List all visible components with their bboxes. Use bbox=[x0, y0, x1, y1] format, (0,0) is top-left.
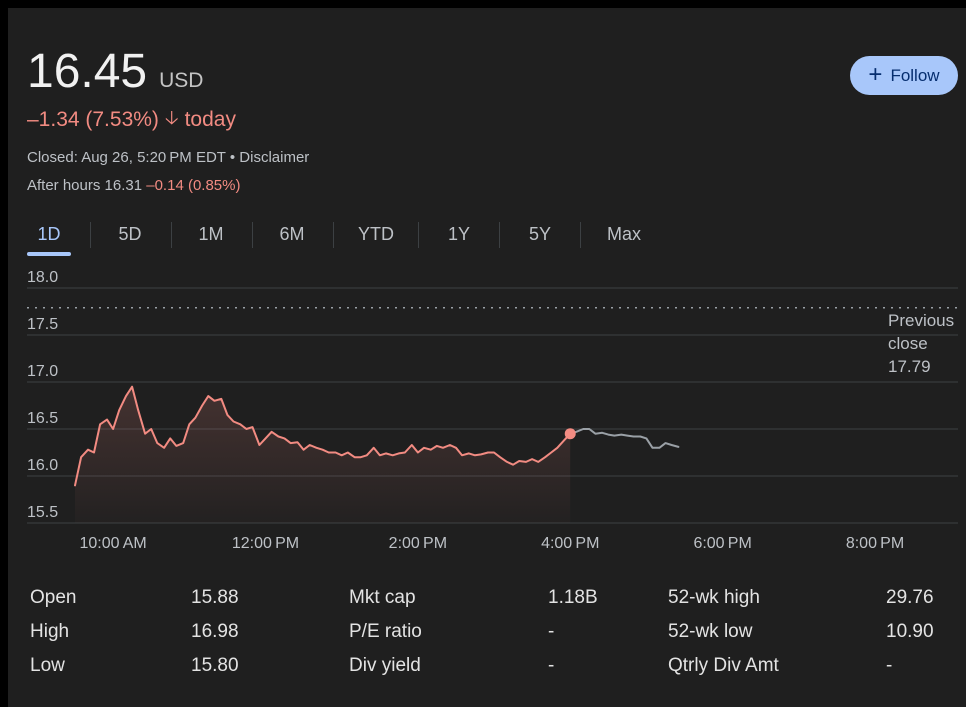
tab-max[interactable]: Max bbox=[599, 218, 649, 254]
market-close-marker bbox=[564, 428, 576, 440]
stat-label-52wk-low: 52-wk low bbox=[668, 621, 753, 642]
previous-close-label: 17.79 bbox=[888, 357, 931, 376]
stat-label-high: High bbox=[30, 621, 70, 642]
tab-6m[interactable]: 6M bbox=[270, 218, 314, 254]
tab-divider bbox=[171, 222, 172, 248]
stat-label-mkt-cap: Mkt cap bbox=[349, 587, 416, 608]
previous-close-label: Previous bbox=[888, 311, 954, 330]
change-value: –1.34 (7.53%) bbox=[27, 108, 159, 131]
stat-value-div-yield: - bbox=[548, 655, 555, 676]
tab-divider bbox=[333, 222, 334, 248]
arrow-down-icon: 🡣 bbox=[164, 108, 179, 129]
tab-5d[interactable]: 5D bbox=[108, 218, 152, 254]
x-tick-label: 8:00 PM bbox=[846, 535, 904, 552]
tab-5y[interactable]: 5Y bbox=[518, 218, 562, 254]
tab-divider bbox=[252, 222, 253, 248]
tab-label: 1D bbox=[37, 224, 61, 244]
y-tick-label: 16.5 bbox=[27, 410, 58, 427]
stat-label-open: Open bbox=[30, 587, 77, 608]
tab-label: 6M bbox=[279, 224, 305, 244]
stat-label-div-yield: Div yield bbox=[349, 655, 421, 676]
tab-label: YTD bbox=[358, 224, 394, 244]
stat-value-52wk-low: 10.90 bbox=[886, 621, 934, 642]
stat-label-qtrly-div: Qtrly Div Amt bbox=[668, 655, 779, 676]
y-tick-label: 17.5 bbox=[27, 316, 58, 333]
tab-ytd[interactable]: YTD bbox=[348, 218, 404, 254]
y-tick-label: 15.5 bbox=[27, 504, 58, 521]
stat-label-pe-ratio: P/E ratio bbox=[349, 621, 422, 642]
after-hours-change: –0.14 (0.85%) bbox=[146, 177, 241, 194]
stat-value-qtrly-div: - bbox=[886, 655, 893, 676]
stat-value-mkt-cap: 1.18B bbox=[548, 587, 598, 608]
price-chart[interactable]: 18.0 17.5 17.0 16.5 16.0 15.5 10:00 AM 12:00 PM… bbox=[0, 268, 966, 558]
daily-change: –1.34 (7.53%) 🡣 today bbox=[27, 104, 236, 136]
disclaimer-link[interactable]: Disclaimer bbox=[239, 149, 310, 166]
x-tick-label: 4:00 PM bbox=[541, 535, 599, 552]
regular-session-line bbox=[74, 385, 572, 487]
tab-divider bbox=[499, 222, 500, 248]
tab-label: Max bbox=[606, 224, 641, 244]
stat-label-low: Low bbox=[30, 655, 65, 676]
currency-label: USD bbox=[159, 69, 204, 92]
x-tick-label: 2:00 PM bbox=[389, 535, 447, 552]
x-tick-label: 6:00 PM bbox=[693, 535, 751, 552]
tab-1m[interactable]: 1M bbox=[189, 218, 233, 254]
stats-table: Open 15.88 High 16.98 Low 15.80 Mkt cap … bbox=[30, 585, 950, 685]
market-status: Closed: Aug 26, 5:20 PM EDT • Disclaimer bbox=[27, 149, 309, 166]
follow-button[interactable]: + Follow bbox=[850, 56, 958, 95]
price-row: 16.45 USD bbox=[27, 44, 203, 99]
follow-label: Follow bbox=[890, 65, 940, 85]
y-tick-label: 18.0 bbox=[27, 269, 58, 286]
stat-value-pe-ratio: - bbox=[548, 621, 555, 642]
closed-time: Closed: Aug 26, 5:20 PM EDT bbox=[27, 149, 226, 166]
previous-close-label: close bbox=[888, 334, 928, 353]
stat-value-open: 15.88 bbox=[191, 587, 239, 608]
tab-label: 1Y bbox=[447, 224, 471, 244]
tab-label: 1M bbox=[198, 224, 224, 244]
after-hours-label: After hours 16.31 bbox=[27, 177, 143, 194]
x-tick-label: 12:00 PM bbox=[232, 535, 299, 552]
separator-dot: • bbox=[229, 149, 236, 166]
tab-divider bbox=[418, 222, 419, 248]
after-hours-session-line bbox=[569, 428, 680, 449]
tab-label: 5D bbox=[118, 224, 142, 244]
tab-1y[interactable]: 1Y bbox=[437, 218, 481, 254]
tab-label: 5Y bbox=[528, 224, 552, 244]
after-hours-info: After hours 16.31 –0.14 (0.85%) bbox=[27, 177, 240, 194]
change-suffix: today bbox=[184, 108, 236, 131]
plus-icon: + bbox=[868, 60, 883, 88]
tab-divider bbox=[90, 222, 91, 248]
tab-divider bbox=[580, 222, 581, 248]
active-tab-indicator bbox=[27, 252, 71, 256]
stat-value-low: 15.80 bbox=[191, 655, 239, 676]
stat-value-high: 16.98 bbox=[191, 621, 239, 642]
tab-1d[interactable]: 1D bbox=[27, 218, 71, 256]
y-tick-label: 17.0 bbox=[27, 363, 58, 380]
current-price: 16.45 bbox=[27, 45, 148, 98]
stat-value-52wk-high: 29.76 bbox=[886, 587, 934, 608]
x-tick-label: 10:00 AM bbox=[79, 535, 146, 552]
y-tick-label: 16.0 bbox=[27, 457, 58, 474]
stat-label-52wk-high: 52-wk high bbox=[668, 587, 760, 608]
regular-session-area bbox=[75, 386, 571, 523]
